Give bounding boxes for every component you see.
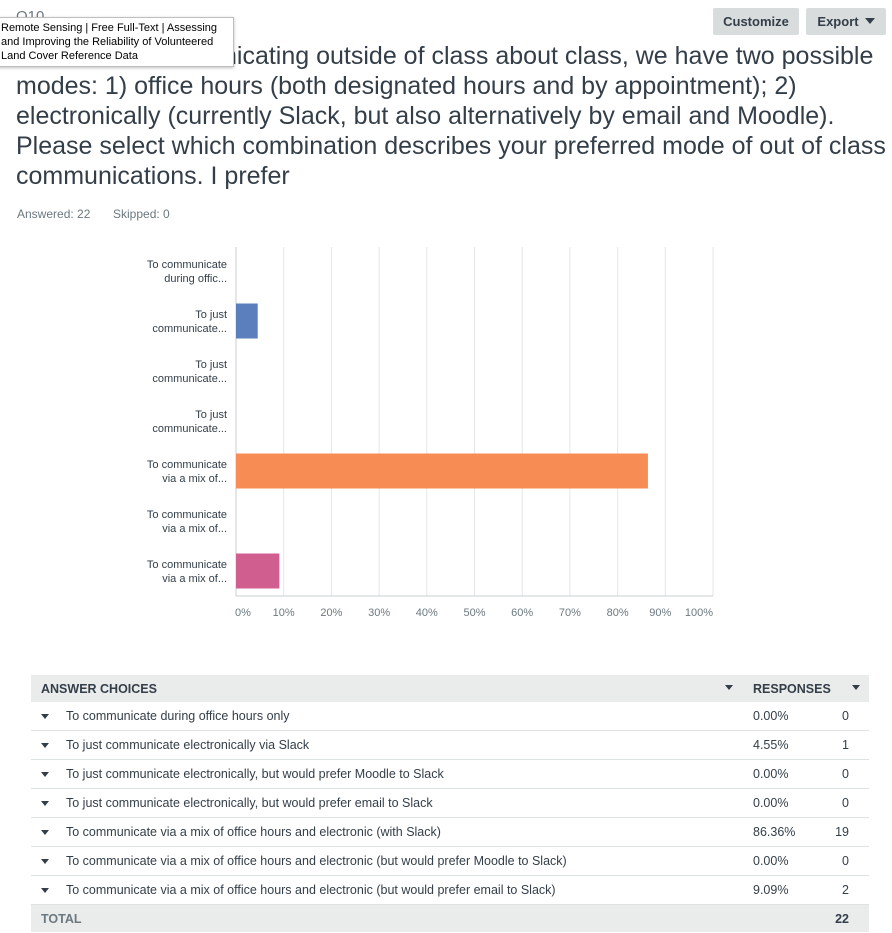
- response-percent: 0.00%: [753, 854, 789, 868]
- answer-choice-label: To just communicate electronically, but …: [66, 796, 433, 810]
- export-label: Export: [817, 14, 859, 29]
- expand-row-icon[interactable]: [41, 772, 49, 777]
- chevron-down-icon: [864, 18, 875, 24]
- response-count: 0: [842, 767, 849, 781]
- response-bar-chart: 0% 10% 20% 30% 40% 50% 60% 70% 80% 90% 100% To comm…: [147, 247, 714, 619]
- table-row: To communicate via a mix of office hours…: [31, 847, 869, 876]
- category-label: communicate...: [152, 323, 227, 335]
- answer-choice-label: To communicate via a mix of office hours…: [66, 825, 441, 839]
- answered-count: Answered: 22: [17, 207, 91, 221]
- table-row: To communicate via a mix of office hours…: [31, 818, 869, 847]
- response-count: 19: [835, 825, 849, 839]
- x-tick-label: 30%: [368, 607, 390, 619]
- category-label: To just: [195, 309, 227, 321]
- x-tick-label: 60%: [511, 607, 533, 619]
- total-label: TOTAL: [41, 912, 82, 926]
- table-row: To just communicate electronically via S…: [31, 731, 869, 760]
- answer-choice-label: To communicate via a mix of office hours…: [66, 883, 556, 897]
- answer-choice-label: To just communicate electronically, but …: [66, 767, 444, 781]
- x-tick-label: 100%: [685, 607, 713, 619]
- x-tick-label: 0%: [235, 607, 251, 619]
- x-tick-label: 80%: [607, 607, 629, 619]
- category-label: communicate...: [152, 373, 227, 385]
- table-row: To communicate during office hours only 0…: [31, 702, 869, 731]
- category-label: To communicate: [147, 259, 227, 271]
- export-button[interactable]: Export: [806, 8, 886, 35]
- response-percent: 0.00%: [753, 767, 789, 781]
- bar: [236, 553, 280, 589]
- x-tick-label: 50%: [463, 607, 485, 619]
- x-tick-label: 20%: [320, 607, 342, 619]
- category-label: To communicate: [147, 459, 227, 471]
- customize-label: Customize: [723, 14, 789, 29]
- link-tooltip: Remote Sensing | Free Full-Text | Assess…: [0, 17, 234, 67]
- response-percent: 86.36%: [753, 825, 796, 839]
- bar: [236, 303, 258, 339]
- customize-button[interactable]: Customize: [713, 8, 799, 35]
- responses-table: ANSWER CHOICES RESPONSES To communicate …: [31, 675, 869, 932]
- category-label: To just: [195, 409, 227, 421]
- expand-row-icon[interactable]: [41, 743, 49, 748]
- answer-choice-label: To just communicate electronically via S…: [66, 738, 310, 752]
- expand-row-icon[interactable]: [41, 714, 49, 719]
- total-row: TOTAL 22: [31, 905, 869, 932]
- expand-row-icon[interactable]: [41, 859, 49, 864]
- x-tick-label: 70%: [559, 607, 581, 619]
- expand-row-icon[interactable]: [41, 801, 49, 806]
- response-percent: 0.00%: [753, 796, 789, 810]
- response-count: 1: [842, 738, 849, 752]
- response-count: 2: [842, 883, 849, 897]
- table-header: ANSWER CHOICES RESPONSES: [31, 675, 869, 702]
- response-count: 0: [842, 854, 849, 868]
- responses-header[interactable]: RESPONSES: [753, 682, 831, 696]
- answer-choice-label: To communicate via a mix of office hours…: [66, 854, 567, 868]
- x-tick-label: 90%: [649, 607, 671, 619]
- category-label: To just: [195, 359, 227, 371]
- response-percent: 0.00%: [753, 709, 789, 723]
- category-label: via a mix of...: [162, 573, 227, 585]
- category-label: communicate...: [152, 423, 227, 435]
- question-text: In terms of communicating outside of cla…: [16, 42, 886, 190]
- answer-choice-label: To communicate during office hours only: [66, 709, 290, 723]
- table-row: To just communicate electronically, but …: [31, 760, 869, 789]
- x-tick-label: 40%: [416, 607, 438, 619]
- answer-choices-header[interactable]: ANSWER CHOICES: [41, 682, 157, 696]
- expand-row-icon[interactable]: [41, 830, 49, 835]
- skipped-count: Skipped: 0: [113, 207, 170, 221]
- bar: [236, 453, 648, 489]
- answer-sort-icon[interactable]: [725, 685, 733, 690]
- response-percent: 9.09%: [753, 883, 789, 897]
- table-row: To just communicate electronically, but …: [31, 789, 869, 818]
- category-label: during offic...: [164, 273, 227, 285]
- category-label: via a mix of...: [162, 523, 227, 535]
- table-row: To communicate via a mix of office hours…: [31, 876, 869, 905]
- response-percent: 4.55%: [753, 738, 789, 752]
- total-count: 22: [835, 912, 849, 926]
- responses-sort-icon[interactable]: [852, 685, 860, 690]
- category-label: To communicate: [147, 509, 227, 521]
- category-label: via a mix of...: [162, 473, 227, 485]
- response-count: 0: [842, 709, 849, 723]
- response-count: 0: [842, 796, 849, 810]
- expand-row-icon[interactable]: [41, 888, 49, 893]
- category-label: To communicate: [147, 559, 227, 571]
- x-tick-label: 10%: [273, 607, 295, 619]
